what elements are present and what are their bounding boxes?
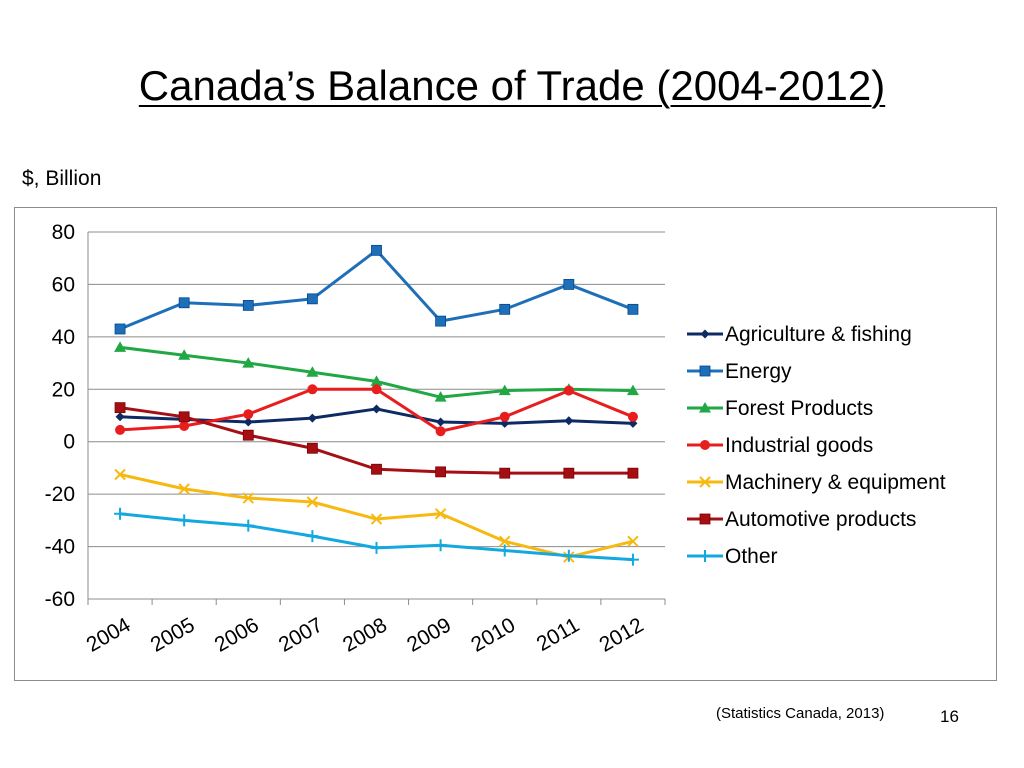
data-point-forest-products — [434, 391, 447, 402]
data-point-energy — [627, 303, 639, 315]
data-point-machinery-and-equipment — [242, 492, 254, 504]
source-note: (Statistics Canada, 2013) — [716, 705, 885, 722]
data-point-machinery-and-equipment — [434, 508, 447, 520]
x-tick-label: 2007 — [275, 613, 327, 656]
data-point-forest-products — [306, 366, 319, 377]
y-tick-label: 80 — [52, 221, 75, 244]
series-line-automotive-products — [118, 406, 635, 475]
data-point-agriculture-and-fishing — [372, 404, 381, 414]
data-point-machinery-and-equipment — [627, 535, 639, 548]
data-point-other — [562, 549, 575, 562]
data-point-energy — [306, 293, 318, 305]
data-point-forest-products — [370, 375, 383, 386]
legend-marker-automotive-products — [699, 513, 711, 525]
data-point-machinery-and-equipment — [114, 468, 126, 481]
y-tick-label: -60 — [45, 588, 75, 611]
data-point-energy — [371, 244, 382, 256]
data-point-industrial-goods — [243, 409, 254, 420]
data-point-machinery-and-equipment — [370, 513, 383, 525]
data-point-automotive-products — [435, 466, 447, 478]
legend-marker-other — [699, 550, 711, 562]
data-point-energy — [242, 300, 254, 311]
data-point-other — [178, 514, 191, 527]
legend-label-automotive-products: Automotive products — [725, 508, 916, 531]
legend-marker-industrial-goods — [700, 440, 710, 450]
data-point-automotive-products — [242, 429, 254, 441]
data-point-automotive-products — [371, 463, 382, 475]
data-point-agriculture-and-fishing — [115, 412, 125, 422]
slide-title: Canada’s Balance of Trade (2004-2012) — [138, 62, 886, 109]
y-tick-label: -20 — [45, 483, 75, 506]
data-point-automotive-products — [563, 467, 575, 479]
legend-label-machinery-and-equipment: Machinery & equipment — [725, 471, 946, 494]
data-point-forest-products — [178, 349, 191, 360]
series-line-energy — [118, 248, 635, 331]
data-point-industrial-goods — [627, 411, 638, 422]
data-point-other — [370, 541, 383, 554]
data-point-automotive-products — [114, 402, 126, 414]
data-point-other — [498, 544, 511, 557]
data-point-automotive-products — [306, 442, 318, 454]
data-point-energy — [114, 323, 126, 335]
data-point-other — [242, 519, 255, 532]
data-point-energy — [563, 279, 575, 290]
data-point-industrial-goods — [179, 420, 190, 431]
legend-marker-machinery-and-equipment — [699, 476, 711, 488]
data-point-agriculture-and-fishing — [564, 416, 574, 426]
x-tick-label: 2010 — [467, 613, 519, 656]
legend-label-forest-products: Forest Products — [725, 397, 873, 420]
data-point-other — [434, 539, 447, 552]
data-point-machinery-and-equipment — [306, 496, 319, 508]
data-point-automotive-products — [627, 467, 639, 479]
legend-marker-forest-products — [699, 402, 711, 413]
data-point-other — [306, 530, 319, 543]
legend-marker-energy — [699, 365, 711, 377]
data-point-industrial-goods — [307, 384, 318, 395]
y-tick-label: 20 — [52, 378, 75, 401]
legend-label-industrial-goods: Industrial goods — [725, 434, 873, 457]
y-tick-label: 0 — [63, 431, 75, 454]
data-point-industrial-goods — [563, 385, 574, 396]
y-tick-label: 60 — [52, 273, 75, 296]
data-point-forest-products — [242, 357, 255, 368]
x-tick-label: 2006 — [211, 613, 263, 656]
data-point-energy — [435, 315, 447, 327]
y-tick-label: -40 — [45, 536, 75, 559]
data-point-energy — [178, 297, 190, 309]
data-point-industrial-goods — [115, 424, 126, 435]
data-point-agriculture-and-fishing — [307, 413, 317, 423]
data-point-industrial-goods — [499, 411, 510, 422]
legend-label-agriculture-and-fishing: Agriculture & fishing — [725, 323, 912, 346]
data-point-industrial-goods — [435, 426, 446, 437]
data-point-other — [114, 507, 127, 520]
x-tick-label: 2012 — [595, 613, 647, 656]
x-tick-label: 2009 — [403, 613, 455, 656]
x-tick-label: 2008 — [339, 613, 391, 656]
page-number: 16 — [940, 707, 959, 726]
x-tick-label: 2004 — [83, 613, 135, 656]
x-tick-label: 2005 — [147, 613, 199, 656]
line-chart: 80 60 40 20 0 -20 -40 -60 2004 2005 2006 2007 2008 20… — [45, 221, 946, 657]
data-point-industrial-goods — [371, 384, 382, 395]
data-point-forest-products — [114, 341, 127, 352]
legend-marker-agriculture-and-fishing — [700, 329, 710, 339]
data-point-energy — [499, 303, 511, 315]
units-label: $, Billion — [22, 167, 102, 190]
data-point-machinery-and-equipment — [499, 535, 511, 548]
y-tick-label: 40 — [52, 326, 75, 349]
legend-label-energy: Energy — [725, 360, 792, 383]
data-point-machinery-and-equipment — [178, 483, 190, 495]
data-point-other — [626, 553, 639, 566]
legend-label-other: Other — [725, 545, 778, 568]
data-point-agriculture-and-fishing — [243, 417, 253, 427]
data-point-forest-products — [626, 384, 639, 396]
chart-frame: 80 60 40 20 0 -20 -40 -60 2004 2005 2006 2007 2008 20… — [14, 207, 997, 681]
data-point-automotive-products — [499, 467, 511, 479]
data-point-automotive-products — [178, 411, 190, 423]
x-tick-label: 2011 — [533, 613, 584, 656]
data-point-forest-products — [498, 384, 511, 396]
data-point-agriculture-and-fishing — [436, 417, 446, 427]
